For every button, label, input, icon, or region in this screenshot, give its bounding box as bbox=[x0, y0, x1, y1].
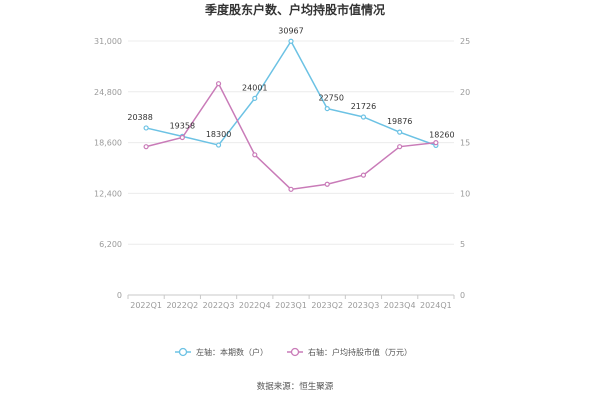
x-tick-label: 2022Q1 bbox=[130, 301, 162, 310]
legend-item-left-axis[interactable]: 左轴：本期数（户） bbox=[175, 347, 268, 357]
data-point bbox=[397, 144, 403, 150]
y-right-tick-label: 5 bbox=[460, 240, 465, 249]
y-left-tick-label: 18,600 bbox=[94, 139, 122, 148]
data-label: 30967 bbox=[278, 26, 303, 35]
legend-marker bbox=[290, 347, 300, 357]
data-point bbox=[252, 152, 258, 158]
data-label: 20388 bbox=[127, 113, 152, 122]
legend-marker bbox=[178, 347, 188, 357]
data-label: 18260 bbox=[429, 130, 454, 139]
data-point bbox=[397, 129, 403, 135]
y-right-tick-label: 20 bbox=[460, 88, 470, 97]
x-tick-label: 2022Q4 bbox=[239, 301, 271, 310]
x-tick-label: 2023Q3 bbox=[348, 301, 380, 310]
y-right-tick-label: 25 bbox=[460, 37, 470, 46]
series-line-right bbox=[145, 82, 436, 191]
legend-item-right-axis[interactable]: 右轴：户均持股市值（万元） bbox=[287, 347, 412, 357]
data-label: 22750 bbox=[318, 94, 343, 103]
data-point bbox=[215, 142, 222, 148]
data-label: 19876 bbox=[387, 117, 412, 126]
data-point bbox=[143, 144, 149, 150]
source-note: 数据来源：恒生聚源 bbox=[257, 381, 334, 392]
x-tick-label: 2023Q4 bbox=[384, 301, 416, 310]
legend: 左轴：本期数（户） 右轴：户均持股市值（万元） bbox=[175, 347, 412, 357]
data-point bbox=[324, 105, 330, 112]
data-point bbox=[433, 140, 439, 146]
grid bbox=[128, 40, 454, 296]
legend-label: 左轴：本期数（户） bbox=[196, 347, 268, 357]
data-point bbox=[215, 81, 222, 87]
y-left-tick-label: 6,200 bbox=[99, 240, 122, 249]
x-tick-label: 2023Q1 bbox=[275, 301, 307, 310]
data-point bbox=[360, 114, 367, 120]
chart-title: 季度股东户数、户均持股市值情况 bbox=[204, 2, 385, 17]
data-label: 19358 bbox=[170, 121, 195, 130]
x-tick-label: 2022Q2 bbox=[166, 301, 198, 310]
x-tick-label: 2023Q2 bbox=[311, 301, 343, 310]
data-point bbox=[288, 38, 294, 44]
y-right-tick-label: 0 bbox=[460, 291, 465, 300]
y-right-tick-label: 15 bbox=[460, 139, 470, 148]
data-label: 18300 bbox=[206, 130, 231, 139]
data-point bbox=[288, 186, 294, 192]
data-point bbox=[179, 134, 185, 141]
data-point bbox=[360, 172, 367, 178]
data-point bbox=[252, 95, 258, 101]
y-left-tick-label: 31,000 bbox=[94, 37, 122, 46]
data-labels: 20388 19358 18300 24001 30967 22750 21726 19876… bbox=[127, 26, 454, 139]
x-tick-label: 2024Q1 bbox=[420, 301, 452, 310]
y-left-tick-label: 12,400 bbox=[94, 189, 122, 198]
x-tick-label: 2022Q3 bbox=[203, 301, 235, 310]
data-point bbox=[324, 181, 330, 187]
y-left-tick-label: 0 bbox=[117, 291, 122, 300]
y-left-tick-label: 24,800 bbox=[94, 88, 122, 97]
legend-label: 右轴：户均持股市值（万元） bbox=[308, 347, 412, 357]
data-label: 21726 bbox=[351, 102, 376, 111]
data-label: 24001 bbox=[242, 83, 267, 92]
y-right-tick-label: 10 bbox=[460, 189, 470, 198]
axes: 0 0 6,200 5 12,400 10 18,600 15 24,800 20 31,000 25… bbox=[94, 37, 470, 310]
series-layer bbox=[143, 38, 439, 192]
data-point bbox=[143, 125, 149, 131]
